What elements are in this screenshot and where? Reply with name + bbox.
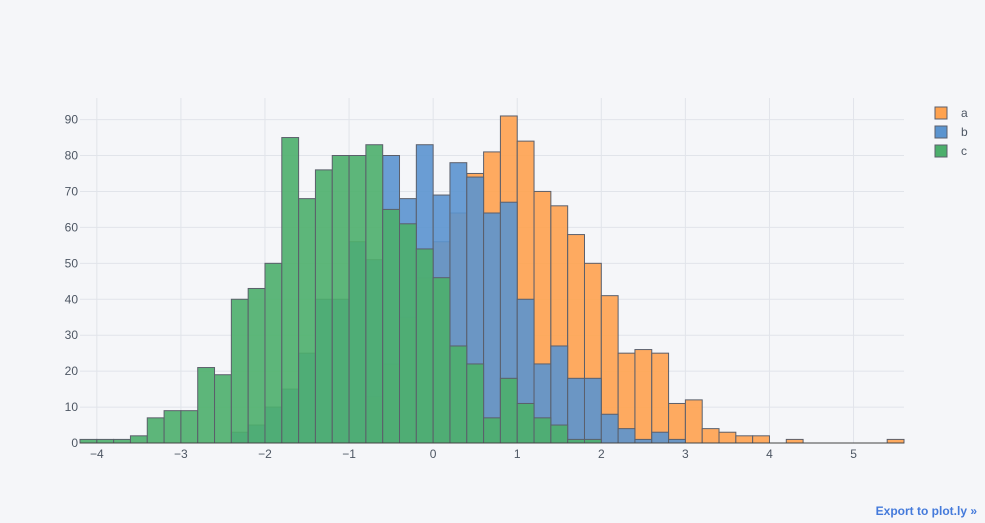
- x-tick-label: −4: [90, 447, 104, 461]
- x-tick-label: 3: [682, 447, 689, 461]
- bar-c: [214, 374, 232, 444]
- bar-c: [583, 438, 602, 444]
- y-tick-label: 50: [65, 256, 79, 270]
- legend[interactable]: abc: [934, 106, 968, 158]
- bar-c: [499, 377, 518, 444]
- bar-c: [79, 438, 98, 444]
- x-tick-label: 1: [514, 447, 521, 461]
- bar-b: [567, 377, 585, 444]
- bar-a: [886, 438, 905, 444]
- legend-label: c: [961, 144, 967, 158]
- bar-a: [718, 431, 737, 444]
- bar-c: [415, 248, 434, 444]
- y-tick-label: 80: [65, 149, 79, 163]
- legend-swatch: [934, 125, 948, 139]
- y-tick-label: 30: [65, 328, 79, 342]
- x-tick-label: −2: [258, 447, 272, 461]
- bar-c: [483, 417, 501, 444]
- bar-c: [365, 144, 384, 444]
- x-tick-label: 2: [598, 447, 605, 461]
- bar-c: [516, 402, 535, 444]
- y-tick-label: 0: [71, 436, 78, 450]
- x-tick-label: 0: [430, 447, 437, 461]
- bar-a: [668, 402, 686, 444]
- bar-b: [483, 212, 501, 444]
- bar-b: [583, 377, 602, 444]
- y-tick-label: 40: [65, 292, 79, 306]
- bar-b: [668, 438, 686, 444]
- bar-a: [684, 399, 703, 444]
- bar-c: [314, 169, 333, 444]
- bar-c: [96, 438, 115, 444]
- bar-c: [281, 137, 300, 444]
- bar-b: [651, 431, 670, 444]
- bar-c: [399, 223, 417, 444]
- bar-b: [600, 413, 619, 444]
- bar-c: [264, 262, 283, 444]
- bar-c: [113, 438, 131, 444]
- bar-a: [634, 349, 653, 444]
- bar-c: [348, 155, 367, 444]
- x-tick-label: −3: [174, 447, 188, 461]
- bar-c: [550, 424, 569, 444]
- legend-item-b[interactable]: b: [934, 125, 968, 139]
- bar-a: [785, 438, 804, 444]
- legend-item-c[interactable]: c: [934, 144, 967, 158]
- x-tick-label: −1: [342, 447, 356, 461]
- bar-c: [533, 417, 552, 444]
- legend-label: b: [961, 125, 968, 139]
- bar-c: [180, 410, 199, 444]
- bar-c: [432, 277, 451, 444]
- legend-label: a: [961, 106, 968, 120]
- bar-c: [567, 438, 585, 444]
- bar-c: [146, 417, 165, 444]
- bar-b: [617, 428, 636, 444]
- x-tick-label: 5: [850, 447, 857, 461]
- legend-swatch: [934, 106, 948, 120]
- x-tick-label: 4: [766, 447, 773, 461]
- bar-c: [298, 198, 316, 444]
- legend-swatch: [934, 144, 948, 158]
- bar-c: [197, 367, 216, 444]
- bar-c: [129, 435, 148, 444]
- y-tick-label: 60: [65, 220, 79, 234]
- bar-c: [382, 208, 401, 444]
- bar-c: [449, 345, 468, 444]
- bar-a: [701, 428, 720, 444]
- export-to-plotly-link[interactable]: Export to plot.ly »: [875, 504, 977, 518]
- bar-a: [735, 435, 754, 444]
- bar-c: [163, 410, 182, 444]
- y-tick-label: 70: [65, 184, 79, 198]
- bar-c: [230, 298, 249, 444]
- bar-c: [466, 363, 485, 444]
- bar-c: [331, 155, 350, 444]
- y-tick-label: 20: [65, 364, 79, 378]
- y-tick-label: 10: [65, 400, 79, 414]
- bar-c: [247, 287, 266, 444]
- y-tick-label: 90: [65, 113, 79, 127]
- legend-item-a[interactable]: a: [934, 106, 968, 120]
- bar-b: [634, 438, 653, 444]
- bar-a: [651, 352, 670, 444]
- bars-layer: [79, 115, 905, 444]
- bar-a: [752, 435, 770, 444]
